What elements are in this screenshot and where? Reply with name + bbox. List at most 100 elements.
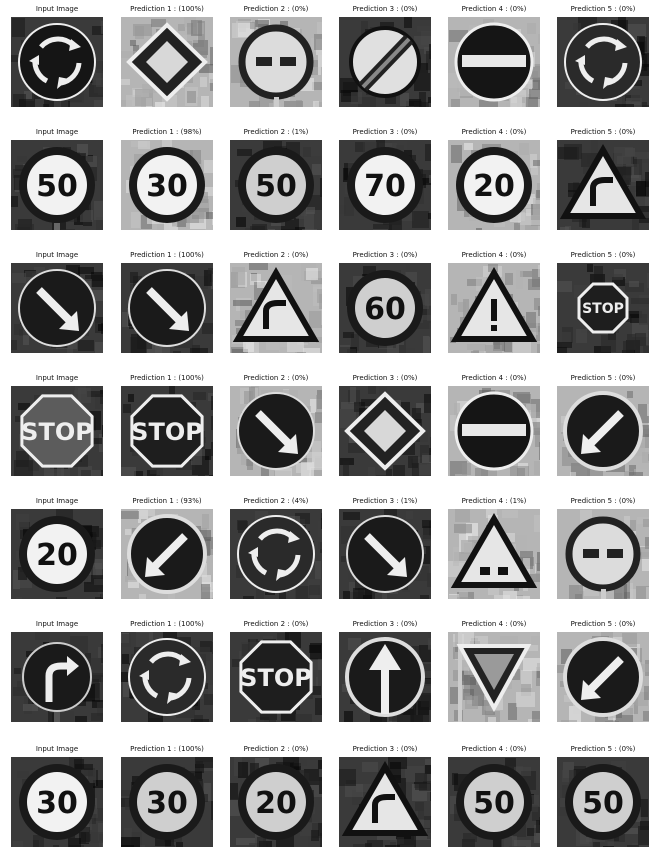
prediction-title: Prediction 1 : (100%): [130, 374, 204, 382]
prediction-title: Prediction 2 : (0%): [243, 620, 309, 628]
prediction-title: Prediction 1 : (100%): [130, 5, 204, 13]
prediction-title: Prediction 5 : (0%): [570, 5, 636, 13]
sign-text: 50: [473, 786, 515, 821]
traffic-sign-image: [121, 632, 213, 722]
traffic-sign-image: [230, 509, 322, 599]
traffic-sign-image: STOP: [121, 386, 213, 476]
sign-text: 50: [582, 786, 624, 821]
prediction-title: Prediction 1 : (100%): [130, 251, 204, 259]
prediction-title: Prediction 3 : (0%): [352, 620, 418, 628]
prediction-title: Prediction 4 : (0%): [461, 745, 527, 753]
traffic-sign-image: [557, 632, 649, 722]
traffic-sign-image: 20: [230, 757, 322, 847]
traffic-sign-image: [121, 17, 213, 107]
traffic-sign-image: [121, 263, 213, 353]
prediction-title: Prediction 1 : (98%): [132, 128, 202, 136]
prediction-title: Prediction 3 : (0%): [352, 745, 418, 753]
prediction-title: Prediction 5 : (0%): [570, 251, 636, 259]
traffic-sign-image: 20: [11, 509, 103, 599]
sign-text: 70: [364, 169, 406, 204]
prediction-title: Prediction 4 : (0%): [461, 128, 527, 136]
traffic-sign-image: [11, 632, 103, 722]
sign-text: 30: [146, 786, 188, 821]
sign-text: 20: [255, 786, 297, 821]
traffic-sign-image: [339, 509, 431, 599]
prediction-title: Prediction 2 : (0%): [243, 5, 309, 13]
input-image-title: Input Image: [35, 745, 79, 753]
prediction-title: Prediction 3 : (0%): [352, 374, 418, 382]
sign-text: 60: [364, 292, 406, 327]
traffic-sign-image: [230, 386, 322, 476]
traffic-sign-image: [230, 17, 322, 107]
sign-text: 30: [36, 786, 78, 821]
prediction-title: Prediction 5 : (0%): [570, 128, 636, 136]
sign-text: STOP: [582, 301, 624, 317]
prediction-title: Prediction 5 : (0%): [570, 620, 636, 628]
sign-text: 50: [36, 169, 78, 204]
traffic-sign-image: [557, 140, 649, 230]
sign-text: 20: [473, 169, 515, 204]
input-image-title: Input Image: [35, 128, 79, 136]
input-image-title: Input Image: [35, 5, 79, 13]
sign-text: STOP: [131, 418, 203, 446]
prediction-title: Prediction 5 : (0%): [570, 497, 636, 505]
traffic-sign-image: [448, 509, 540, 599]
traffic-sign-image: 50: [230, 140, 322, 230]
traffic-sign-image: [557, 17, 649, 107]
sign-text: 30: [146, 169, 188, 204]
traffic-sign-image: [339, 757, 431, 847]
input-image-title: Input Image: [35, 251, 79, 259]
prediction-title: Prediction 1 : (100%): [130, 620, 204, 628]
prediction-title: Prediction 4 : (0%): [461, 374, 527, 382]
traffic-sign-image: 50: [557, 757, 649, 847]
prediction-title: Prediction 2 : (1%): [243, 128, 309, 136]
traffic-sign-image: 50: [11, 140, 103, 230]
traffic-sign-image: STOP: [557, 263, 649, 353]
traffic-sign-image: 30: [11, 757, 103, 847]
traffic-sign-image: [448, 17, 540, 107]
sign-text: 20: [36, 538, 78, 573]
prediction-title: Prediction 5 : (0%): [570, 374, 636, 382]
traffic-sign-image: [339, 632, 431, 722]
traffic-sign-image: [230, 263, 322, 353]
traffic-sign-image: [448, 386, 540, 476]
prediction-title: Prediction 3 : (1%): [352, 497, 418, 505]
prediction-title: Prediction 2 : (0%): [243, 745, 309, 753]
prediction-title: Prediction 3 : (0%): [352, 251, 418, 259]
sign-text: STOP: [240, 664, 312, 692]
prediction-title: Prediction 5 : (0%): [570, 745, 636, 753]
prediction-title: Prediction 2 : (0%): [243, 251, 309, 259]
traffic-sign-image: 70: [339, 140, 431, 230]
traffic-sign-image: [557, 386, 649, 476]
traffic-sign-image: [448, 632, 540, 722]
sign-text: STOP: [21, 418, 93, 446]
prediction-title: Prediction 2 : (4%): [243, 497, 309, 505]
input-image-title: Input Image: [35, 374, 79, 382]
traffic-sign-image: 50: [448, 757, 540, 847]
traffic-sign-image: STOP: [230, 632, 322, 722]
input-image-title: Input Image: [35, 497, 79, 505]
sign-text: 50: [255, 169, 297, 204]
prediction-title: Prediction 1 : (100%): [130, 745, 204, 753]
prediction-title: Prediction 4 : (1%): [461, 497, 527, 505]
traffic-sign-image: [448, 263, 540, 353]
prediction-title: Prediction 4 : (0%): [461, 620, 527, 628]
traffic-sign-image: 30: [121, 140, 213, 230]
prediction-title: Prediction 4 : (0%): [461, 5, 527, 13]
traffic-sign-image: [557, 509, 649, 599]
traffic-sign-image: [339, 386, 431, 476]
prediction-title: Prediction 4 : (0%): [461, 251, 527, 259]
traffic-sign-image: [11, 263, 103, 353]
traffic-sign-image: STOP: [11, 386, 103, 476]
traffic-sign-image: 60: [339, 263, 431, 353]
prediction-title: Prediction 3 : (0%): [352, 128, 418, 136]
traffic-sign-image: 30: [121, 757, 213, 847]
prediction-title: Prediction 3 : (0%): [352, 5, 418, 13]
traffic-sign-image: [121, 509, 213, 599]
prediction-title: Prediction 1 : (93%): [132, 497, 202, 505]
traffic-sign-image: [339, 17, 431, 107]
input-image-title: Input Image: [35, 620, 79, 628]
traffic-sign-image: 20: [448, 140, 540, 230]
traffic-sign-image: [11, 17, 103, 107]
